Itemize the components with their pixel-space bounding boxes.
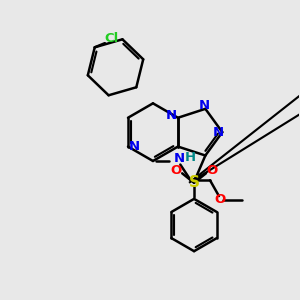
Text: O: O [171,164,182,177]
Text: H: H [184,151,195,164]
Text: S: S [189,175,200,190]
Text: N: N [174,152,185,165]
Text: N: N [166,109,177,122]
Text: N: N [212,126,224,139]
Text: N: N [198,99,209,112]
Text: Cl: Cl [105,32,119,46]
Text: N: N [129,140,140,153]
Text: O: O [215,193,226,206]
Text: O: O [206,164,218,177]
